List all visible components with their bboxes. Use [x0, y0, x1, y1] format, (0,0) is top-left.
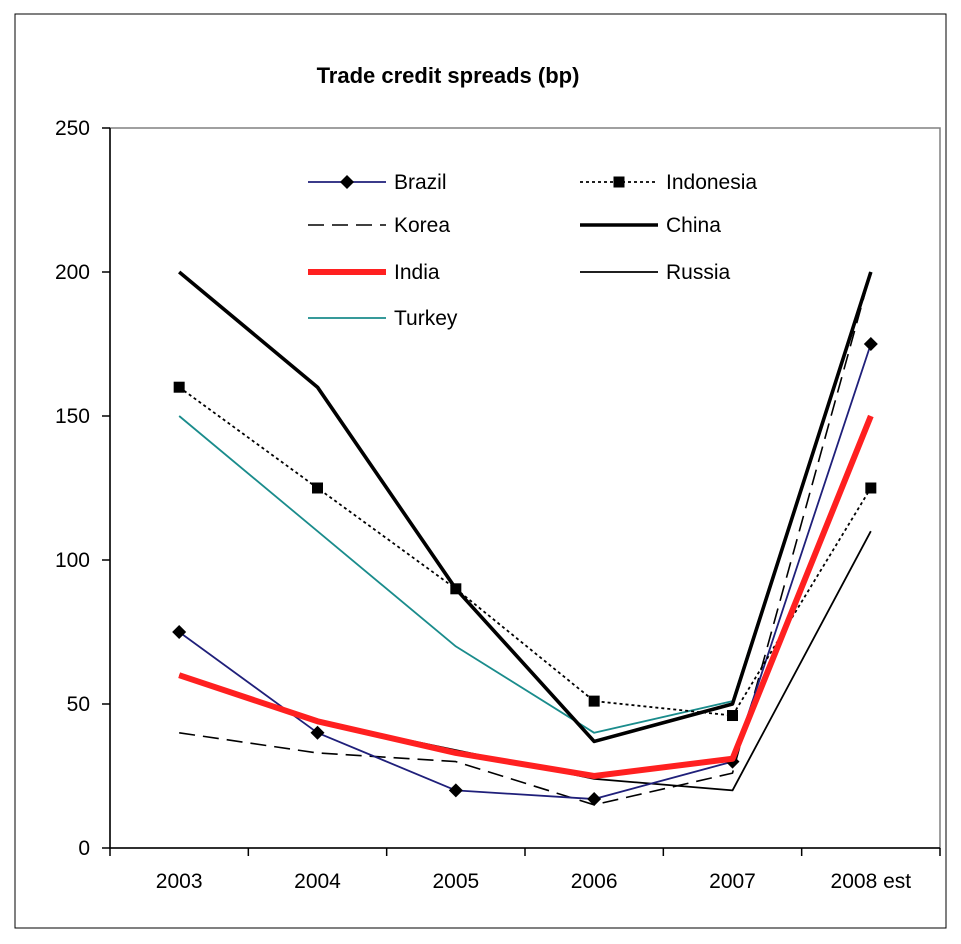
legend-label-korea: Korea: [394, 214, 450, 237]
series-line-india: [178, 414, 874, 779]
legend-marker-brazil: [340, 175, 354, 189]
legend-item-korea: Korea: [308, 214, 450, 237]
legend-label-india: India: [394, 261, 440, 284]
data-point-brazil: [448, 783, 463, 798]
y-tick-label: 200: [55, 261, 90, 284]
y-tick-label: 150: [55, 405, 90, 428]
legend-item-indonesia: Indonesia: [580, 171, 757, 194]
legend-marker-indonesia: [613, 176, 625, 188]
chart-title: Trade credit spreads (bp): [317, 63, 580, 88]
x-tick-label: 2004: [294, 870, 341, 893]
y-tick-label: 0: [78, 837, 90, 860]
legend-label-russia: Russia: [666, 261, 731, 284]
legend-item-turkey: Turkey: [308, 307, 458, 330]
data-point-indonesia: [865, 482, 877, 494]
x-tick-label: 2007: [709, 870, 756, 893]
data-point-indonesia: [588, 695, 600, 707]
x-tick-label: 2008 est: [831, 870, 912, 893]
legend-label-turkey: Turkey: [394, 307, 458, 330]
series-layer: [172, 270, 878, 807]
series-line-china: [178, 270, 873, 744]
series-india: [178, 414, 874, 779]
series-china: [178, 270, 873, 744]
data-point-indonesia: [312, 482, 323, 494]
data-point-indonesia: [727, 710, 738, 722]
data-point-indonesia: [173, 381, 185, 393]
y-tick-label: 100: [55, 549, 90, 572]
axes: 0 50 100 150 200 250 2003 2004 2005 2006 2007 2008 …: [55, 117, 941, 893]
x-tick-label: 2005: [432, 870, 479, 893]
legend: Brazil Indonesia Korea China India Russia Turk…: [308, 171, 757, 330]
legend-item-russia: Russia: [580, 261, 731, 284]
legend-label-indonesia: Indonesia: [666, 171, 757, 194]
data-point-brazil: [587, 792, 602, 807]
legend-item-brazil: Brazil: [308, 171, 447, 194]
legend-label-china: China: [666, 214, 721, 237]
legend-item-india: India: [308, 261, 440, 284]
chart-border: [14, 13, 947, 929]
data-point-brazil: [310, 725, 325, 740]
data-point-brazil: [863, 337, 878, 351]
legend-item-china: China: [580, 214, 721, 237]
legend-label-brazil: Brazil: [394, 171, 447, 194]
series-line-indonesia: [178, 386, 872, 717]
y-tick-label: 250: [55, 117, 90, 140]
x-tick-label: 2006: [571, 870, 618, 893]
y-tick-label: 50: [67, 693, 90, 716]
x-tick-label: 2003: [156, 870, 203, 893]
data-point-brazil: [172, 625, 187, 639]
